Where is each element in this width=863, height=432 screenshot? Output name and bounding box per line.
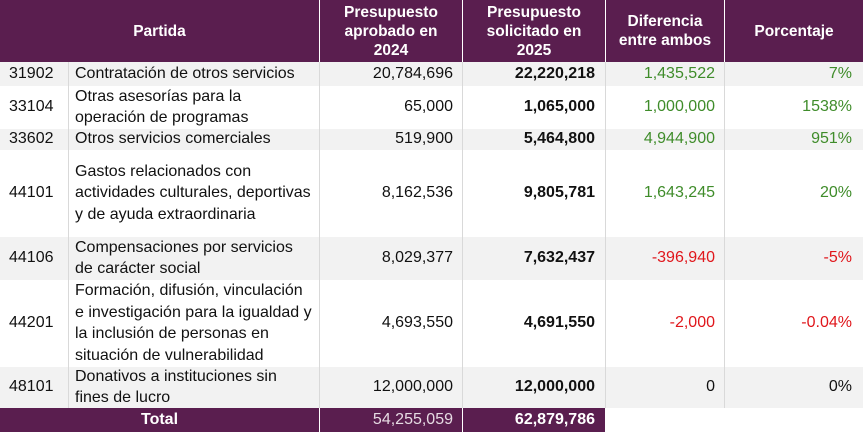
row-diferencia: 0 <box>706 378 715 396</box>
header-aprobado-2024: Presupuesto aprobado en 2024 <box>344 3 438 59</box>
row-porcentaje: 0% <box>828 378 852 396</box>
row-code: 48101 <box>9 378 54 396</box>
column-divider <box>724 62 725 408</box>
table-row: 33602 Otros servicios comerciales 519,900 5… <box>0 128 863 150</box>
row-solicitado-2025: 12,000,000 <box>514 378 595 396</box>
row-porcentaje: 1538% <box>802 98 852 116</box>
row-code: 44106 <box>9 249 54 267</box>
row-description: Otros servicios comerciales <box>75 130 271 148</box>
row-description: Compensaciones por servicios de carácter… <box>75 238 293 278</box>
row-divider <box>0 236 863 237</box>
row-aprobado-2024: 4,693,550 <box>381 314 453 332</box>
row-porcentaje: -5% <box>823 249 852 267</box>
row-solicitado-2025: 4,691,550 <box>523 314 595 332</box>
total-bar <box>320 408 462 432</box>
row-code: 31902 <box>9 65 54 83</box>
table-row: 44201 Formación, difusión, vinculación e … <box>0 280 863 366</box>
row-divider <box>0 86 863 87</box>
table-header <box>0 0 863 62</box>
row-diferencia: -396,940 <box>651 249 715 267</box>
header-divider <box>319 0 320 62</box>
row-code: 33602 <box>9 130 54 148</box>
row-description: Contratación de otros servicios <box>75 65 295 83</box>
row-diferencia: 1,643,245 <box>643 184 715 202</box>
header-divider <box>605 0 606 62</box>
row-solicitado-2025: 9,805,781 <box>523 184 595 202</box>
row-porcentaje: 951% <box>811 130 852 148</box>
table-row: 31902 Contratación de otros servicios 20,7… <box>0 62 863 86</box>
row-description: Otras asesorías para la operación de pro… <box>75 87 249 127</box>
row-description: Gastos relacionados con actividades cult… <box>75 162 311 223</box>
row-code: 44201 <box>9 314 54 332</box>
column-divider <box>68 62 69 408</box>
row-porcentaje: 7% <box>828 65 852 83</box>
table-row: 44101 Gastos relacionados con actividades… <box>0 150 863 236</box>
header-solicitado-2025: Presupuesto solicitado en 2025 <box>486 3 582 59</box>
row-divider <box>0 150 863 151</box>
row-solicitado-2025: 1,065,000 <box>523 98 595 116</box>
row-code: 44101 <box>9 184 54 202</box>
row-aprobado-2024: 12,000,000 <box>372 378 453 396</box>
header-divider <box>462 0 463 62</box>
row-diferencia: 1,435,522 <box>643 65 715 83</box>
row-aprobado-2024: 65,000 <box>404 98 453 116</box>
table-row: 33104 Otras asesorías para la operación d… <box>0 86 863 128</box>
total-solicitado-2025: 62,879,786 <box>514 411 595 428</box>
row-aprobado-2024: 20,784,696 <box>372 65 453 83</box>
row-aprobado-2024: 8,029,377 <box>381 249 453 267</box>
row-divider <box>0 128 863 129</box>
row-aprobado-2024: 8,162,536 <box>381 184 453 202</box>
header-divider <box>724 0 725 62</box>
column-divider <box>605 62 606 408</box>
row-aprobado-2024: 519,900 <box>395 130 453 148</box>
row-description: Donativos a instituciones sin fines de l… <box>75 367 277 407</box>
table-row: 44106 Compensaciones por servicios de car… <box>0 236 863 280</box>
row-solicitado-2025: 22,220,218 <box>514 65 595 83</box>
header-partida: Partida <box>133 22 186 40</box>
row-diferencia: 1,000,000 <box>643 98 715 116</box>
row-description: Formación, difusión, vinculación e inves… <box>75 282 312 364</box>
total-aprobado-2024: 54,255,059 <box>372 411 453 428</box>
row-solicitado-2025: 5,464,800 <box>523 130 595 148</box>
column-divider <box>462 62 463 408</box>
row-diferencia: 4,944,900 <box>643 130 715 148</box>
column-divider <box>319 62 320 408</box>
row-diferencia: -2,000 <box>669 314 715 332</box>
table-row: 48101 Donativos a instituciones sin fines… <box>0 366 863 408</box>
row-code: 33104 <box>9 98 54 116</box>
row-solicitado-2025: 7,632,437 <box>523 249 595 267</box>
row-porcentaje: 20% <box>819 184 852 202</box>
total-bar <box>0 408 319 432</box>
header-diferencia: Diferencia entre ambos <box>618 13 712 49</box>
total-bar <box>463 408 605 432</box>
header-porcentaje: Porcentaje <box>754 22 834 40</box>
total-label: Total <box>140 411 179 428</box>
row-porcentaje: -0.04% <box>801 314 852 332</box>
row-divider <box>0 366 863 367</box>
row-divider <box>0 280 863 281</box>
